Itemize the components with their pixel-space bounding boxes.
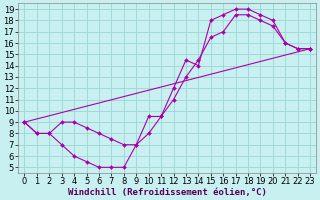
X-axis label: Windchill (Refroidissement éolien,°C): Windchill (Refroidissement éolien,°C) xyxy=(68,188,267,197)
